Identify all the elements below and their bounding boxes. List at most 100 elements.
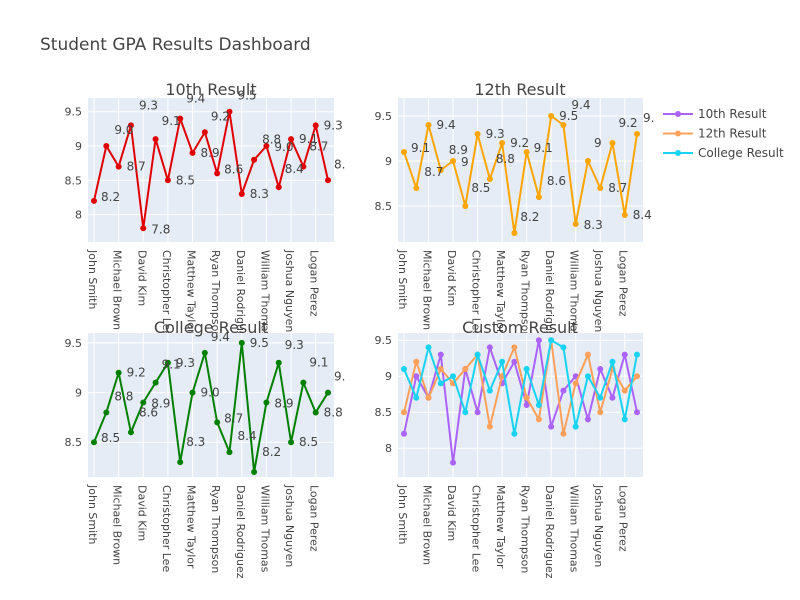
data-point [572, 423, 579, 430]
data-point [584, 158, 591, 164]
data-label: 7.8 [151, 222, 170, 236]
data-label: 8.9 [274, 397, 293, 411]
data-point [523, 366, 530, 372]
data-label: 9. [334, 370, 345, 384]
data-point [140, 399, 147, 406]
data-label: 9.0 [274, 140, 293, 154]
data-point [462, 203, 469, 209]
data-label: 8.5 [299, 435, 318, 449]
data-point [288, 439, 295, 446]
y-tick-label: 8.5 [65, 436, 83, 449]
data-label: 9.1 [162, 114, 181, 128]
x-tick-label: William Thomas [568, 485, 581, 573]
data-label: 8.5 [471, 181, 490, 195]
data-point [263, 399, 270, 406]
legend-item[interactable]: 12th Result [663, 127, 767, 141]
subplot-title: 12th Result [474, 80, 565, 99]
legend-label: 10th Result [698, 107, 767, 121]
data-point [275, 184, 282, 191]
x-tick-label: William Thomas [568, 250, 581, 338]
x-tick-label: Daniel Rodriguez [234, 250, 247, 344]
x-tick-label: Christopher Lee [160, 485, 173, 572]
x-tick-label: Matthew Taylor [494, 250, 507, 334]
data-point [548, 113, 555, 119]
data-point [413, 185, 420, 191]
data-point [511, 230, 518, 236]
data-point [560, 122, 567, 128]
data-label: 8.7 [309, 140, 328, 154]
series-line [93, 342, 329, 473]
data-point [275, 359, 282, 366]
data-point [325, 389, 331, 396]
y-tick-label: 8.5 [375, 200, 393, 213]
legend: 10th Result 12th Result College Result [663, 107, 784, 160]
data-point [535, 402, 542, 408]
x-tick-label: John Smith [86, 249, 99, 309]
y-tick-label: 9 [75, 387, 82, 400]
data-label: 9.2 [618, 116, 637, 130]
data-point [634, 409, 640, 416]
data-point [523, 402, 530, 408]
data-point [486, 344, 493, 351]
legend-item[interactable]: College Result [663, 146, 784, 160]
legend-label: College Result [698, 146, 784, 160]
y-tick-label: 9.5 [375, 110, 393, 123]
data-label: 8.8 [324, 405, 343, 419]
data-point [437, 351, 444, 358]
data-point [91, 197, 97, 204]
data-label: 9.4 [571, 98, 590, 112]
data-point [621, 351, 628, 358]
data-point [152, 379, 159, 386]
data-label: 9.4 [186, 92, 205, 106]
y-tick-label: 9.5 [65, 106, 83, 119]
data-label: 8.2 [262, 445, 281, 459]
data-point [560, 387, 567, 394]
data-point [548, 423, 555, 430]
plot-background [88, 98, 334, 242]
data-point [103, 409, 110, 416]
data-label: 9.1 [162, 358, 181, 372]
x-tick-label: Daniel Rodriguez [543, 485, 556, 579]
dashboard-title: Student GPA Results Dashboard [40, 35, 311, 55]
data-point [450, 459, 457, 466]
x-tick-label: David Kim [135, 485, 148, 541]
data-point [115, 369, 122, 376]
data-point [609, 140, 616, 146]
data-point [226, 108, 233, 115]
data-point [312, 409, 319, 416]
data-label: 8.6 [139, 405, 158, 419]
data-point [251, 156, 258, 163]
data-point [572, 221, 579, 227]
data-label: 9.4 [437, 118, 456, 132]
data-point [486, 387, 493, 394]
y-tick-label: 8.5 [65, 174, 83, 187]
data-point [535, 416, 542, 423]
series-line [403, 340, 638, 435]
data-point [140, 225, 147, 232]
data-point [201, 349, 208, 356]
y-tick-label: 8.5 [375, 406, 393, 419]
data-point [425, 394, 432, 401]
data-label: 8.2 [520, 210, 539, 224]
y-tick-label: 8 [385, 442, 392, 455]
data-point [597, 185, 604, 191]
legend-item[interactable]: 10th Result [663, 107, 767, 121]
data-point [462, 366, 469, 372]
x-tick-label: Ryan Thompson [209, 250, 222, 338]
data-label: 8.4 [633, 208, 652, 222]
data-label: 8.4 [237, 429, 256, 443]
data-point [572, 380, 579, 387]
data-point [127, 429, 134, 436]
x-tick-label: Logan Perez [308, 485, 321, 552]
data-label: 9.1 [309, 356, 328, 370]
x-tick-label: Ryan Thompson [209, 485, 222, 573]
x-tick-label: John Smith [86, 484, 99, 544]
data-point [474, 409, 481, 416]
data-label: 9.4 [211, 330, 230, 344]
data-label: 9.2 [211, 109, 230, 123]
x-tick-label: William Thomas [258, 250, 271, 338]
data-point [251, 469, 258, 476]
data-point [450, 373, 457, 380]
data-label: 9.2 [510, 136, 529, 150]
x-tick-label: John Smith [396, 484, 409, 544]
